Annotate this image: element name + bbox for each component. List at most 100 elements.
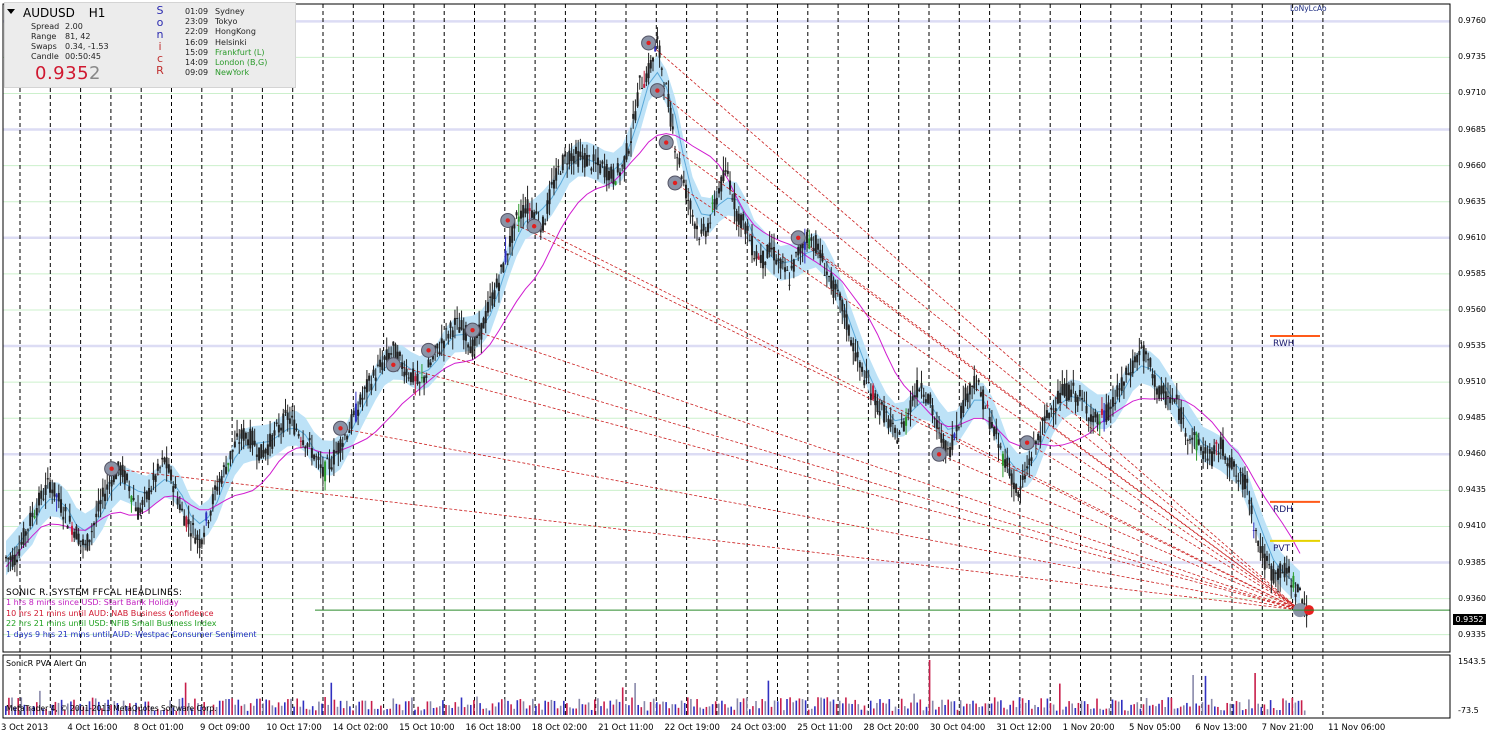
candle-body — [986, 404, 989, 407]
candle-body — [502, 263, 505, 273]
candle-body — [907, 413, 910, 415]
volume-bar — [1139, 708, 1142, 715]
candle-body — [181, 508, 184, 511]
candle-body — [823, 274, 826, 276]
price-label: 0.9635 — [1458, 196, 1486, 206]
signal-marker-dot — [470, 327, 475, 333]
volume-bar — [947, 699, 949, 715]
candle-body — [207, 522, 210, 524]
volume-bar — [863, 705, 866, 715]
volume-bar — [1220, 710, 1222, 715]
candle-body — [810, 237, 813, 241]
volume-bar — [178, 698, 181, 715]
fib-line — [428, 349, 1301, 611]
candle-body — [1122, 381, 1125, 386]
volume-bar — [572, 708, 574, 715]
candle-body — [801, 243, 804, 249]
candle-body — [368, 375, 371, 381]
candle-body — [777, 258, 780, 261]
candle-body — [209, 511, 212, 516]
volume-bar — [714, 701, 717, 715]
volume-bar — [417, 706, 419, 715]
volume-bar — [488, 710, 491, 715]
session-time: 14:09 — [185, 58, 209, 68]
volume-bar — [1093, 708, 1095, 715]
candle-body — [640, 88, 643, 90]
volume-bar — [563, 700, 565, 715]
candle-body — [308, 437, 311, 441]
headline-item[interactable]: 22 hrs 21 mins until USD: NFIB Small Bus… — [6, 619, 217, 629]
volume-bar — [668, 708, 670, 715]
candle-body — [198, 538, 201, 549]
candle-body — [933, 418, 936, 420]
candle-body — [940, 433, 943, 443]
volume-bar — [194, 698, 196, 715]
volume-bar — [1015, 707, 1018, 715]
candle-body — [913, 395, 916, 398]
candle-body — [865, 370, 868, 379]
level-label: RDH — [1273, 504, 1293, 515]
volume-bar — [501, 699, 503, 715]
volume-bar — [1018, 697, 1021, 715]
candle-body — [491, 292, 494, 306]
candle-body — [1107, 402, 1110, 421]
candle-body — [1294, 593, 1297, 597]
volume-bar — [504, 699, 506, 715]
candle-body — [456, 317, 459, 319]
volume-bar — [63, 710, 66, 715]
candle-body — [508, 235, 511, 247]
candle-body — [1076, 396, 1079, 406]
volume-bar — [386, 709, 388, 715]
volume-bar — [581, 704, 584, 715]
candle-body — [577, 151, 580, 167]
volume-bar — [42, 708, 44, 715]
candle-body — [1237, 480, 1240, 482]
candle-body — [555, 168, 558, 181]
volume-bar — [1189, 706, 1191, 715]
candle-body — [1026, 466, 1029, 469]
candle-body — [614, 181, 617, 185]
candle-body — [51, 489, 54, 494]
candle-body — [321, 466, 324, 477]
volume-bar — [377, 708, 379, 715]
volume-bar — [761, 699, 763, 715]
volume-bar — [259, 698, 261, 715]
volume-bar — [510, 704, 512, 715]
candle-body — [71, 525, 74, 535]
candle-body — [420, 377, 423, 379]
candle-body — [1138, 350, 1141, 356]
sonic-letter: c — [156, 52, 164, 65]
volume-bar — [736, 698, 739, 715]
fib-line — [507, 220, 1301, 611]
volume-bar — [677, 707, 680, 715]
volume-bar — [147, 701, 150, 715]
collapse-triangle-icon[interactable] — [7, 9, 15, 14]
candle-body — [11, 555, 14, 567]
volume-bar — [1251, 708, 1253, 715]
candle-body — [282, 413, 285, 433]
candle-body — [902, 421, 905, 432]
volume-bar — [181, 697, 184, 715]
volume-bar — [432, 708, 435, 715]
volume-bar — [346, 700, 348, 715]
level-lines — [1270, 334, 1320, 542]
candle-body — [1037, 433, 1040, 441]
headline-item[interactable]: 1 hrs 8 mins since USD: Start Bank Holid… — [6, 598, 179, 608]
candle-body — [398, 352, 401, 357]
volume-bar — [866, 710, 869, 715]
volume-bar — [246, 710, 249, 715]
candle-body — [775, 260, 778, 265]
volume-bar — [656, 702, 658, 715]
candle-body — [1184, 433, 1187, 437]
candle-body — [707, 223, 710, 233]
candle-body — [497, 282, 500, 291]
volume-bar — [718, 703, 720, 715]
candle-body — [1094, 411, 1097, 418]
headline-item[interactable]: 10 hrs 21 mins until AUD: NAB Business C… — [6, 608, 214, 618]
candle-body — [911, 396, 914, 401]
headline-item[interactable]: 1 days 9 hrs 21 mins until AUD: Westpac … — [6, 629, 257, 639]
candle-body — [814, 235, 817, 254]
volume-bar — [516, 700, 519, 715]
volume-bar — [296, 698, 298, 715]
